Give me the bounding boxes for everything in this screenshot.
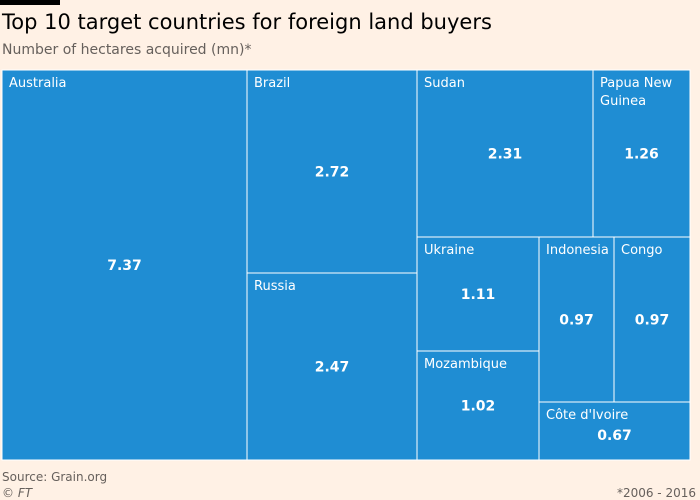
tile-rect-indonesia <box>538 236 615 403</box>
tile-value-russia: 2.47 <box>315 360 350 376</box>
tile-name-ukraine: Ukraine <box>424 243 474 258</box>
tile-value-indonesia: 0.97 <box>559 313 594 329</box>
tile-rect-brazil <box>246 69 418 274</box>
tile-indonesia: Indonesia 0.97 <box>538 236 615 403</box>
tile-name-brazil: Brazil <box>254 76 290 91</box>
tile-sudan: Sudan 2.31 <box>416 69 594 238</box>
tile-rect-cote-d-ivoire <box>538 401 691 461</box>
tile-brazil: Brazil 2.72 <box>246 69 418 274</box>
tile-value-sudan: 2.31 <box>488 147 523 163</box>
tile-name-mozambique: Mozambique <box>424 357 507 372</box>
tile-value-australia: 7.37 <box>107 258 142 274</box>
brand-bar <box>0 0 60 5</box>
tile-papua-new-guinea: Papua New Guinea 1.26 <box>592 69 691 238</box>
tile-value-papua-new-guinea: 1.26 <box>624 147 659 163</box>
tile-rect-congo <box>613 236 691 403</box>
tile-value-cote-d-ivoire: 0.67 <box>597 428 632 444</box>
tile-cote-d-ivoire: Côte d'Ivoire 0.67 <box>538 401 691 461</box>
tile-congo: Congo 0.97 <box>613 236 691 403</box>
tile-mozambique: Mozambique 1.02 <box>416 350 540 461</box>
tile-rect-ukraine <box>416 236 540 352</box>
source-note: Source: Grain.org <box>2 470 108 484</box>
tile-value-congo: 0.97 <box>635 313 670 329</box>
chart-title: Top 10 target countries for foreign land… <box>2 10 492 34</box>
tile-name-russia: Russia <box>254 279 296 294</box>
tile-name-cote-d-ivoire: Côte d'Ivoire <box>546 408 628 423</box>
tile-russia: Russia 2.47 <box>246 272 418 461</box>
tile-rect-mozambique <box>416 350 540 461</box>
chart-subtitle: Number of hectares acquired (mn)* <box>2 42 252 58</box>
tile-australia: Australia 7.37 <box>1 69 248 461</box>
tile-value-mozambique: 1.02 <box>461 399 496 415</box>
tile-name-papua-new-guinea-1: Papua New <box>600 76 673 91</box>
tile-name-congo: Congo <box>621 243 663 258</box>
tile-name-papua-new-guinea-2: Guinea <box>600 94 646 109</box>
tile-name-sudan: Sudan <box>424 76 465 91</box>
tile-value-ukraine: 1.11 <box>461 287 496 303</box>
copyright: © FT <box>2 486 33 500</box>
tile-rect-sudan <box>416 69 594 238</box>
tile-rect-papua-new-guinea <box>592 69 691 238</box>
tile-name-indonesia: Indonesia <box>546 243 609 258</box>
tile-value-brazil: 2.72 <box>315 165 350 181</box>
tile-rect-australia <box>1 69 248 461</box>
tile-name-australia: Australia <box>9 76 67 91</box>
footnote: *2006 - 2016 <box>616 486 696 500</box>
tile-ukraine: Ukraine 1.11 <box>416 236 540 352</box>
tile-rect-russia <box>246 272 418 461</box>
